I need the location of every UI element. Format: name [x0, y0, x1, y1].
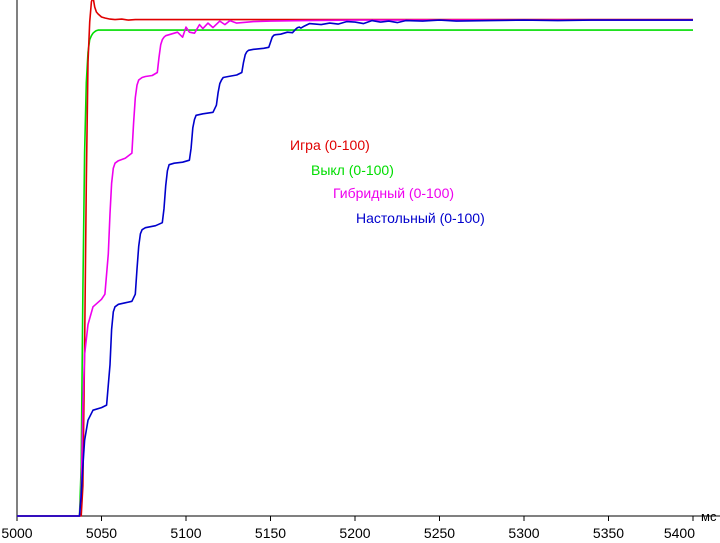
- chart-legend: Игра (0-100) Выкл (0-100) Гибридный (0-100…: [290, 137, 485, 226]
- x-tick-label: 5350: [593, 525, 624, 541]
- series-line-0: [17, 0, 693, 517]
- series-line-3: [17, 19, 693, 517]
- chart-series-lines: [17, 0, 693, 517]
- series-line-1: [17, 29, 693, 517]
- x-tick-label: 5400: [664, 525, 695, 541]
- legend-entry-2: Гибридный (0-100): [333, 185, 454, 201]
- x-tick-label: 5050: [86, 525, 117, 541]
- x-tick-label: 5000: [1, 525, 32, 541]
- x-tick-label: 5300: [508, 525, 539, 541]
- x-tick-label: 5200: [339, 525, 370, 541]
- x-tick-label: 5150: [255, 525, 286, 541]
- legend-entry-0: Игра (0-100): [290, 137, 370, 153]
- legend-entry-3: Настольный (0-100): [356, 210, 485, 226]
- x-tick-label: 5100: [170, 525, 201, 541]
- series-line-2: [17, 19, 693, 517]
- x-tick-label: 5250: [424, 525, 455, 541]
- x-axis-unit-label: мс: [701, 509, 717, 524]
- legend-entry-1: Выкл (0-100): [311, 162, 394, 178]
